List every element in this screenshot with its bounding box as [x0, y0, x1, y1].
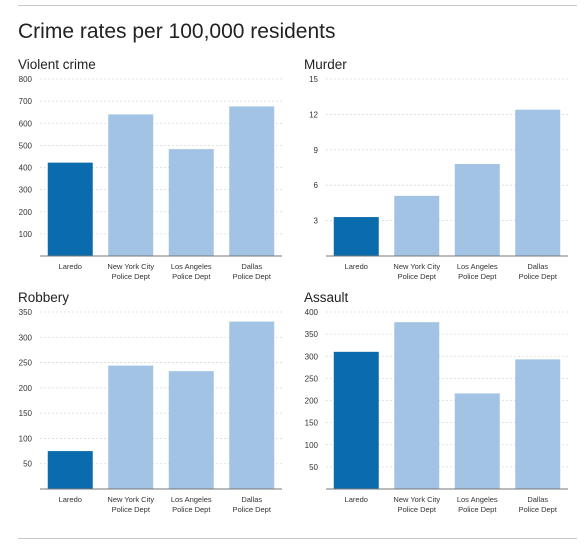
x-category-label: Los Angeles Police Dept	[457, 262, 498, 281]
y-tick-label: 100	[305, 441, 319, 450]
x-category-label: New York City Police Dept	[107, 495, 154, 514]
bar-0	[47, 451, 93, 489]
y-tick-label: 250	[305, 374, 319, 383]
y-tick-label: 400	[19, 164, 33, 173]
y-tick-label: 50	[23, 460, 32, 469]
x-category-label: Dallas Police Dept	[233, 495, 272, 514]
y-tick-label: 300	[305, 352, 319, 361]
bottom-divider	[18, 538, 577, 539]
y-tick-label: 200	[19, 384, 33, 393]
x-category-label: Laredo	[59, 495, 82, 504]
bar-1	[108, 365, 154, 489]
bar-2	[454, 163, 500, 256]
y-tick-label: 12	[309, 110, 318, 119]
y-tick-label: 3	[314, 217, 319, 226]
y-tick-label: 300	[19, 186, 33, 195]
bar-2	[168, 371, 214, 489]
y-tick-label: 350	[305, 330, 319, 339]
x-category-label: Dallas Police Dept	[519, 495, 558, 514]
bar-1	[108, 114, 154, 257]
x-category-label: Los Angeles Police Dept	[171, 262, 212, 281]
y-tick-label: 500	[19, 141, 33, 150]
x-category-label: New York City Police Dept	[393, 495, 440, 514]
x-category-label: Laredo	[345, 495, 368, 504]
y-tick-label: 800	[19, 75, 33, 84]
x-category-label: Laredo	[345, 262, 368, 271]
x-category-label: Los Angeles Police Dept	[457, 495, 498, 514]
y-tick-label: 250	[19, 359, 33, 368]
murder-plot: 3 6 9 12 15 Laredo New York City Police Dept Los…	[309, 75, 568, 281]
bar-3	[229, 321, 275, 489]
panel-title-robbery: Robbery	[18, 290, 70, 305]
assault-plot: 50 100 150 200 250 300 350 400 Laredo New York Ci…	[305, 308, 568, 514]
bar-2	[454, 393, 500, 489]
y-tick-label: 9	[314, 146, 319, 155]
bar-0	[47, 162, 93, 256]
bar-0	[333, 217, 379, 256]
violent-crime-plot: 100 200 300 400 500 600 700 800 Laredo New York C…	[19, 75, 282, 281]
bar-1	[394, 195, 440, 256]
y-tick-label: 600	[19, 119, 33, 128]
bar-2	[168, 149, 214, 256]
y-tick-label: 50	[309, 463, 318, 472]
top-divider	[18, 5, 577, 6]
y-tick-label: 15	[309, 75, 318, 84]
x-category-label: Dallas Police Dept	[519, 262, 558, 281]
panel-title-murder: Murder	[304, 57, 347, 72]
x-category-label: Dallas Police Dept	[233, 262, 272, 281]
robbery-plot: 50 100 150 200 250 300 350 Laredo New York City P…	[19, 308, 282, 514]
x-category-label: New York City Police Dept	[107, 262, 154, 281]
y-tick-label: 200	[305, 397, 319, 406]
y-tick-label: 300	[19, 333, 33, 342]
y-tick-label: 200	[19, 208, 33, 217]
y-tick-label: 6	[314, 181, 319, 190]
panel-title-assault: Assault	[304, 290, 349, 305]
y-tick-label: 700	[19, 97, 33, 106]
y-tick-label: 100	[19, 434, 33, 443]
x-category-label: New York City Police Dept	[393, 262, 440, 281]
y-tick-label: 150	[19, 409, 33, 418]
bar-3	[229, 106, 275, 256]
y-tick-label: 100	[19, 230, 33, 239]
bar-3	[515, 109, 561, 257]
x-category-label: Los Angeles Police Dept	[171, 495, 212, 514]
y-tick-label: 400	[305, 308, 319, 317]
y-tick-label: 150	[305, 419, 319, 428]
bar-1	[394, 322, 440, 489]
chart-title: Crime rates per 100,000 residents	[18, 20, 336, 43]
y-tick-label: 350	[19, 308, 33, 317]
x-category-label: Laredo	[59, 262, 82, 271]
bar-3	[515, 359, 561, 489]
bar-0	[333, 351, 379, 489]
panel-title-violent-crime: Violent crime	[18, 57, 96, 72]
